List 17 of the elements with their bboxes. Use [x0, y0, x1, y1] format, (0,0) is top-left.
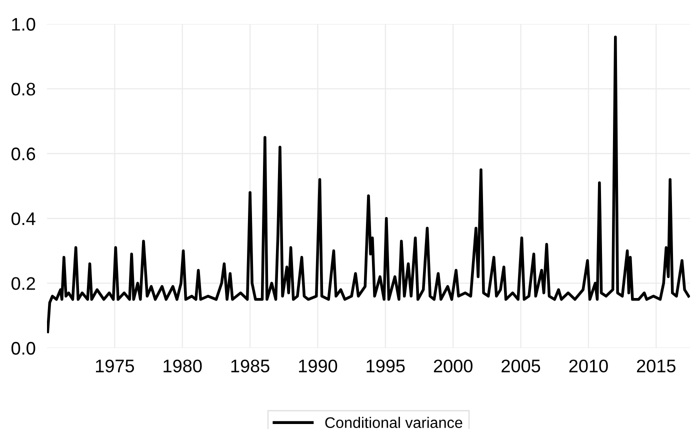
x-tick-label: 1990 — [299, 360, 338, 372]
line-series — [47, 36, 690, 334]
y-tick-label: 0.4 — [11, 212, 36, 226]
y-tick-label: 0.2 — [11, 277, 35, 290]
y-tick-label: 0.0 — [11, 342, 36, 355]
x-tick-label: 1975 — [96, 360, 134, 372]
x-tick-label: 2005 — [502, 360, 540, 372]
x-tick-label: 2000 — [434, 360, 472, 372]
x-tick-label: 1985 — [231, 360, 270, 372]
x-tick-label: 1995 — [366, 360, 405, 372]
x-tick-label: 1980 — [164, 360, 202, 372]
x-tick-label: 2010 — [569, 360, 608, 372]
y-tick-label: 0.8 — [11, 82, 36, 96]
y-tick-label: 1.0 — [12, 18, 36, 31]
y-tick-label: 0.6 — [11, 148, 36, 160]
x-tick-label: 2015 — [636, 360, 676, 372]
legend-label: Conditional variance — [325, 416, 462, 428]
